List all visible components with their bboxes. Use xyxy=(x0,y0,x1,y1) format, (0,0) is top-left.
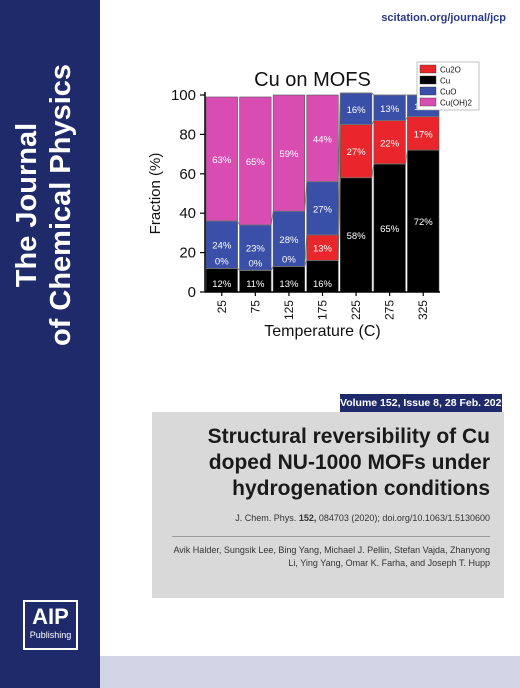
citation: J. Chem. Phys. 152, 084703 (2020); doi.o… xyxy=(235,513,490,523)
data-label: 63% xyxy=(212,155,232,166)
data-label: 65% xyxy=(246,157,266,168)
aip-logo-text: AIP xyxy=(32,604,69,629)
journal-spine: The Journal of Chemical Physics AIP Publ… xyxy=(0,0,100,688)
data-label: 0% xyxy=(349,81,363,92)
x-tick-label: 125 xyxy=(282,300,296,320)
bar-segment xyxy=(373,94,406,121)
bar-segment xyxy=(205,220,238,269)
y-tick-label: 100 xyxy=(171,87,196,104)
data-label: 72% xyxy=(414,217,434,228)
journal-url[interactable]: scitation.org/journal/jcp xyxy=(381,12,506,24)
x-tick-label: 225 xyxy=(349,300,363,320)
data-label: 17% xyxy=(414,129,434,140)
series-boundary-line xyxy=(206,116,439,271)
bar-segment xyxy=(373,163,406,293)
citation-volume: 152, xyxy=(298,513,317,523)
y-tick-label: 20 xyxy=(179,245,196,262)
data-label: 59% xyxy=(279,149,299,160)
x-axis-title: Temperature (C) xyxy=(264,323,380,340)
data-label: 16% xyxy=(313,279,333,290)
bar-segment xyxy=(407,149,440,293)
data-label: 27% xyxy=(347,147,367,158)
journal-title-line2: of Chemical Physics xyxy=(45,63,77,347)
y-axis-title: Fraction (%) xyxy=(147,153,164,235)
data-label: 0% xyxy=(282,254,296,265)
legend-label: Cu xyxy=(440,77,450,86)
author-list: Avik Halder, Sungsik Lee, Bing Yang, Mic… xyxy=(173,545,490,568)
data-label: 13% xyxy=(279,279,299,290)
aip-publishing-text: Publishing xyxy=(29,630,72,640)
bar-segment xyxy=(239,96,272,226)
y-tick-label: 80 xyxy=(179,126,196,143)
chart-title: Cu on MOFS xyxy=(254,69,371,91)
y-tick-label: 40 xyxy=(179,205,196,222)
legend-swatch xyxy=(419,75,437,85)
data-label: 0% xyxy=(383,83,397,94)
bar-segment xyxy=(306,260,339,293)
legend-swatch xyxy=(419,64,437,74)
data-label: 24% xyxy=(212,241,232,252)
citation-journal: J. Chem. Phys. xyxy=(235,513,299,523)
data-label: 11% xyxy=(246,279,265,290)
data-label: 23% xyxy=(246,244,266,255)
citation-doi[interactable]: 084703 (2020); doi.org/10.1063/1.5130600 xyxy=(316,513,490,523)
bar-segment xyxy=(306,94,339,182)
data-label: 0% xyxy=(215,256,229,267)
series-boundary-line xyxy=(206,92,439,226)
legend-label: Cu(OH)2 xyxy=(440,99,473,108)
x-tick-label: 275 xyxy=(383,300,397,320)
data-label: 28% xyxy=(279,235,299,246)
bar-segment xyxy=(339,124,373,179)
x-tick-label: 325 xyxy=(416,300,430,320)
divider xyxy=(172,536,490,537)
issue-banner: Volume 152, Issue 8, 28 Feb. 2020 xyxy=(340,394,507,412)
journal-title: The Journal of Chemical Physics xyxy=(10,5,90,405)
data-label: 58% xyxy=(347,231,367,242)
bar-segment xyxy=(205,96,238,222)
data-label: 13% xyxy=(380,104,400,115)
article-panel: Structural reversibility of Cu doped NU-… xyxy=(152,412,504,598)
x-tick-label: 175 xyxy=(316,300,330,320)
journal-title-line1: The Journal xyxy=(11,122,43,288)
data-label: 12% xyxy=(212,279,232,290)
data-label: 16% xyxy=(347,105,367,116)
bar-segment xyxy=(339,177,373,293)
data-label: 0% xyxy=(248,258,262,269)
y-tick-label: 0 xyxy=(188,284,196,301)
data-label: 13% xyxy=(313,244,333,255)
legend-label: Cu2O xyxy=(440,66,461,75)
data-label: 27% xyxy=(313,204,333,215)
legend-swatch xyxy=(419,86,437,96)
bottom-band xyxy=(100,656,520,688)
stacked-bar-chart: Cu on MOFS 12% 0% 24% 63% 11% 0% 23% 65% 13% 0% 28%… xyxy=(147,61,480,340)
y-tick-label: 60 xyxy=(179,166,196,183)
bar-segment xyxy=(407,116,440,151)
legend-swatch xyxy=(419,97,437,107)
x-tick-label: 25 xyxy=(215,300,229,314)
data-label: 22% xyxy=(380,138,400,149)
data-label: 44% xyxy=(313,134,333,145)
article-title[interactable]: Structural reversibility of Cu doped NU-… xyxy=(207,425,490,500)
x-tick-label: 75 xyxy=(248,300,262,314)
data-label: 65% xyxy=(380,224,400,235)
aip-publishing-logo[interactable]: AIP Publishing xyxy=(23,600,78,650)
legend-label: CuO xyxy=(440,88,456,97)
